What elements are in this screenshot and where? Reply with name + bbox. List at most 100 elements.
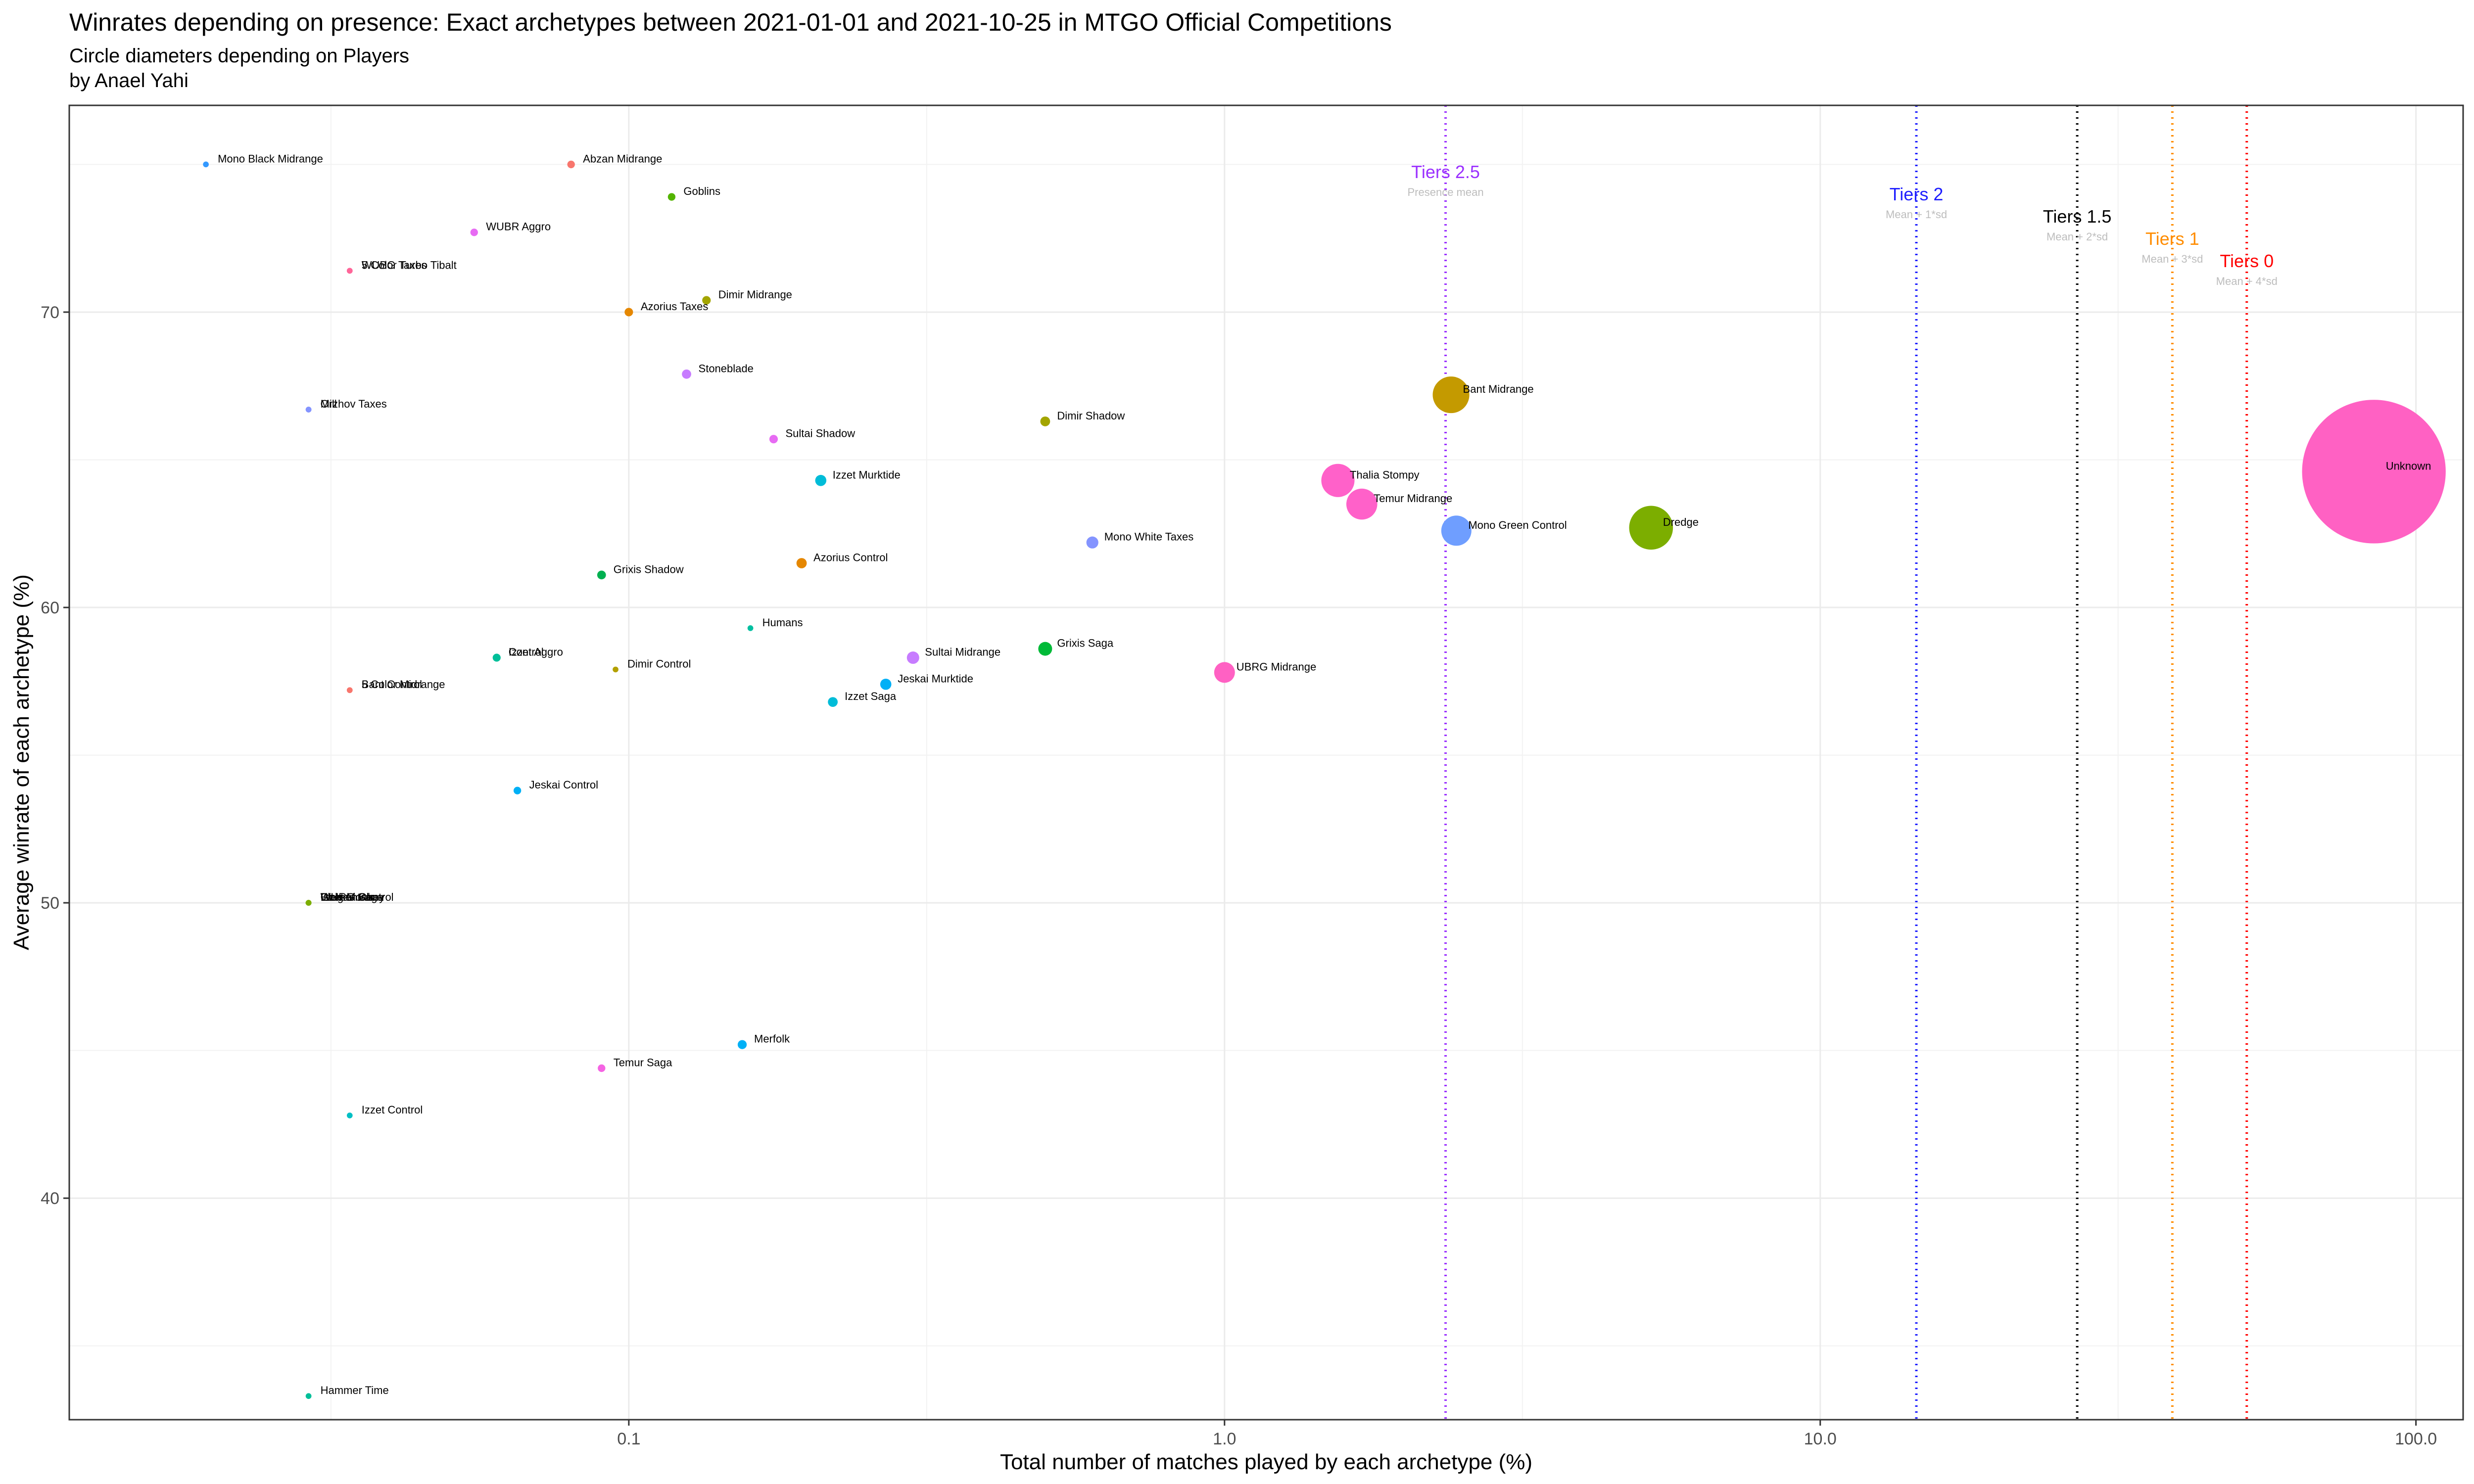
point-temur-saga xyxy=(598,1064,606,1072)
point-label: Thalia Stompy xyxy=(1350,468,1420,481)
point-label: Merfolk xyxy=(754,1033,790,1045)
point-grixis-saga xyxy=(1038,642,1052,656)
point-ubrg-midrange xyxy=(1214,662,1235,683)
point-label: Hammer Time xyxy=(321,1384,389,1396)
point-azorius-control xyxy=(796,558,807,568)
point-label: Izzet Aggro xyxy=(509,646,563,658)
point-label: Bant Midrange xyxy=(1463,383,1534,395)
point-dredge xyxy=(1629,506,1673,550)
point-label: Mono Green Control xyxy=(1468,519,1567,531)
point-5-color-midrange xyxy=(346,687,353,694)
point-dimir-shadow xyxy=(1040,416,1050,426)
tier-label: Tiers 0 xyxy=(2220,251,2274,271)
x-axis-title: Total number of matches played by each a… xyxy=(1000,1450,1532,1474)
chart-title: Winrates depending on presence: Exact ar… xyxy=(69,8,1392,36)
point-label: Azorius Taxes xyxy=(641,300,709,313)
point-label: Grixis Shadow xyxy=(614,563,684,575)
point-azorius-taxes xyxy=(624,308,633,317)
point-label: UBRG Midrange xyxy=(1237,660,1316,673)
point-control xyxy=(492,653,501,662)
point-humans xyxy=(747,625,754,631)
point-label: WURG Saga xyxy=(321,891,384,903)
point-hammer-time xyxy=(305,1393,312,1399)
point-label: Temur Saga xyxy=(614,1056,672,1068)
point-label: Temur Midrange xyxy=(1374,492,1452,505)
point-wubg-taxes xyxy=(346,268,353,274)
point-label: Dimir Control xyxy=(627,657,691,670)
point-label: Goblins xyxy=(683,185,720,197)
point-label: Sultai Shadow xyxy=(785,427,855,440)
point-label: Grixis Saga xyxy=(1057,637,1113,649)
point-label: Stoneblade xyxy=(699,362,754,374)
point-jeskai-murktide xyxy=(880,678,892,690)
point-stoneblade xyxy=(682,369,691,379)
point-label: Mono Black Midrange xyxy=(218,152,323,165)
tier-sublabel: Mean + 3*sd xyxy=(2141,253,2203,265)
point-thalia-stompy xyxy=(1321,464,1355,497)
x-axis-ticks: 0.1 1.0 10.0 100.0 xyxy=(617,1420,2437,1448)
point-izzet-saga xyxy=(828,697,838,707)
point-izzet-murktide xyxy=(815,475,827,486)
point-unknown xyxy=(2302,400,2446,544)
point-abzan-midrange xyxy=(567,160,575,169)
point-label: Dredge xyxy=(1663,516,1699,528)
point-label: Mono White Taxes xyxy=(1104,531,1194,543)
point-label: Izzet Monkey xyxy=(321,891,385,903)
point-bant-midrange xyxy=(1432,376,1470,414)
y-tick-label: 50 xyxy=(41,894,59,913)
tier-label: Tiers 1 xyxy=(2145,229,2199,249)
point-label: 5 Color Midrange xyxy=(362,678,445,691)
point-label: 5 Color Turbo Tibalt xyxy=(362,259,457,271)
tier-sublabel: Mean + 2*sd xyxy=(2046,231,2108,243)
point-label: Izzet Murktide xyxy=(833,468,901,481)
data-points xyxy=(203,160,2446,1399)
tier-label: Tiers 2.5 xyxy=(1411,162,1480,182)
point-label: Izzet Saga xyxy=(845,690,897,702)
point-label: Jeskai Control xyxy=(529,779,598,791)
tier-sublabel: Presence mean xyxy=(1407,186,1483,198)
tier-sublabel: Mean + 4*sd xyxy=(2216,275,2278,287)
point-label: Dimir Shadow xyxy=(1057,410,1125,422)
y-tick-label: 70 xyxy=(41,303,59,322)
point-merfolk xyxy=(737,1040,747,1049)
point-goblins xyxy=(667,193,676,201)
tier-lines: Tiers 2.5 Presence mean Tiers 2 Mean + 1*sd… xyxy=(1407,105,2278,1420)
point-label: Control xyxy=(509,646,544,658)
point-wubr-aggro xyxy=(470,229,478,236)
point-izzet-control xyxy=(346,1113,353,1118)
point-label: WUBR Aggro xyxy=(486,221,551,233)
point-mono-black-midrange xyxy=(203,161,209,168)
point-label: Elementals xyxy=(321,891,375,903)
point-grixis-shadow xyxy=(597,570,606,580)
x-tick-label: 1.0 xyxy=(1213,1430,1236,1448)
grid xyxy=(69,105,2463,1420)
y-tick-label: 40 xyxy=(41,1189,59,1208)
point-label: Mill xyxy=(321,398,337,410)
point-label: WUBG Taxes xyxy=(362,259,427,271)
point-label: Bant Control xyxy=(362,678,422,691)
point-dimir-midrange xyxy=(702,296,711,305)
point-sultai-shadow xyxy=(769,435,778,444)
chart-subtitle: Circle diameters depending on Players xyxy=(69,45,409,67)
point-label: Azorius Control xyxy=(813,551,888,563)
point-sultai-midrange xyxy=(906,651,919,664)
point-label: Humans xyxy=(762,616,803,629)
x-tick-label: 100.0 xyxy=(2395,1430,2437,1448)
point-label: Abzan Midrange xyxy=(583,152,662,165)
tier-label: Tiers 1.5 xyxy=(2043,206,2112,227)
x-tick-label: 10.0 xyxy=(1804,1430,1837,1448)
point-label: Unknown xyxy=(2386,460,2431,472)
point-labels: Mono Black Midrange Abzan Midrange Goblins… xyxy=(218,152,2431,1396)
plot-panel xyxy=(69,105,2463,1420)
point-mono-white-taxes xyxy=(1086,536,1098,549)
point-mono-green-control xyxy=(1441,515,1472,546)
point-mill xyxy=(305,407,312,413)
point-label: Golgari Control xyxy=(321,891,394,903)
y-tick-label: 60 xyxy=(41,599,59,617)
point-label: Izzet Control xyxy=(362,1104,423,1116)
point-jeskai-control xyxy=(513,787,522,794)
y-axis-title: Average winrate of each archetype (%) xyxy=(9,574,34,950)
tier-sublabel: Mean + 1*sd xyxy=(1886,208,1947,221)
point-dimir-control xyxy=(613,666,618,673)
